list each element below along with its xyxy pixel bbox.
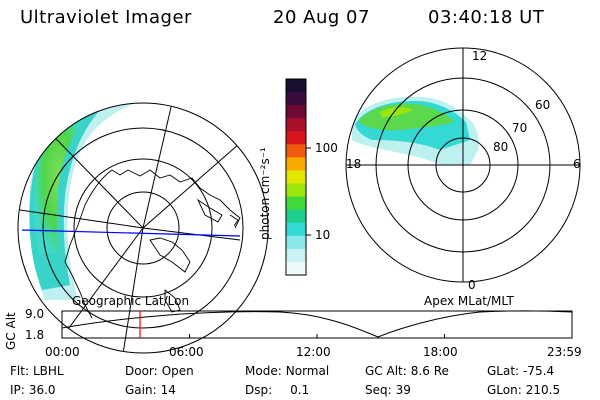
timeline-xtick-1800: 18:00 xyxy=(423,345,458,359)
mlt-label-18: 18 xyxy=(346,157,362,171)
gain-value: 14 xyxy=(160,383,176,397)
info-seq: Seq: 39 xyxy=(365,383,411,397)
timeline-ytick-top: 9.0 xyxy=(25,307,45,321)
timeline-xtick-0600: 06:00 xyxy=(169,345,204,359)
colorbar-swatch xyxy=(286,222,306,237)
colorbar-frame xyxy=(285,78,307,276)
colorbar-swatch xyxy=(286,92,306,106)
gc-alt-value: 8.6 Re xyxy=(410,364,449,378)
image-time: 03:40:18 UT xyxy=(428,7,545,28)
mlt-label-0: 0 xyxy=(468,278,476,292)
mlt-label-6: 6 xyxy=(573,157,581,171)
colorbar xyxy=(285,78,311,276)
mlat-label-80: 80 xyxy=(493,140,509,154)
ip-value: 36.0 xyxy=(28,383,56,397)
filter-value: LBHL xyxy=(32,364,64,378)
geographic-map xyxy=(17,102,269,354)
timeline-xtick-2359: 23:59 xyxy=(547,345,582,359)
mlat-label-60: 60 xyxy=(535,98,551,112)
info-dsp: Dsp: 0.1 xyxy=(245,383,310,397)
glat-value: -75.4 xyxy=(523,364,555,378)
colorbar-swatch xyxy=(286,105,306,119)
mlat-label-70: 70 xyxy=(512,121,528,135)
info-gain: Gain: 14 xyxy=(125,383,176,397)
colorbar-swatch xyxy=(286,196,306,211)
orbit-timeline xyxy=(61,310,573,339)
info-mode: Mode: Normal xyxy=(245,364,330,378)
mlt-label-12: 12 xyxy=(472,49,488,63)
timeline-ytick-bottom: 1.8 xyxy=(25,328,45,342)
colorbar-swatch xyxy=(286,144,306,158)
info-gc-alt: GC Alt: 8.6 Re xyxy=(365,364,449,378)
colorbar-swatch xyxy=(286,131,306,145)
left-panel-caption: Geographic Lat/Lon xyxy=(72,294,190,308)
colorbar-tick-100: 100 xyxy=(315,141,338,155)
image-date: 20 Aug 07 xyxy=(273,7,370,28)
info-ip: IP: 36.0 xyxy=(10,383,56,397)
seq-value: 39 xyxy=(395,383,411,397)
colorbar-swatch xyxy=(286,261,306,276)
satellite-track-line xyxy=(21,229,241,237)
right-grid xyxy=(345,47,581,283)
instrument-title: Ultraviolet Imager xyxy=(20,7,192,28)
colorbar-swatch xyxy=(286,235,306,250)
colorbar-swatch xyxy=(286,183,306,198)
colorbar-swatch xyxy=(286,170,306,185)
info-filter: Flt: LBHL xyxy=(10,364,64,378)
left-grid xyxy=(17,102,269,354)
colorbar-swatch xyxy=(286,157,306,171)
timeline-xtick-1200: 12:00 xyxy=(296,345,331,359)
colorbar-swatch xyxy=(286,118,306,132)
timeline-frame xyxy=(61,310,573,339)
colorbar-unit-label: photon cm⁻²s⁻¹ xyxy=(258,147,272,240)
info-glon: GLon: 210.5 xyxy=(487,383,561,397)
timeline-ylabel: GC Alt xyxy=(4,312,18,350)
glon-value: 210.5 xyxy=(525,383,561,397)
right-aurora-emission xyxy=(352,96,479,165)
info-door: Door: Open xyxy=(125,364,194,378)
colorbar-swatch xyxy=(286,209,306,224)
orbit-altitude-curve xyxy=(61,310,573,338)
magnetic-polar-plot xyxy=(345,47,581,283)
timeline-xtick-0000: 00:00 xyxy=(45,345,80,359)
dsp-value: 0.1 xyxy=(290,383,310,397)
door-value: Open xyxy=(161,364,194,378)
info-glat: GLat: -75.4 xyxy=(487,364,555,378)
colorbar-tick-10: 10 xyxy=(315,228,331,242)
colorbar-swatch xyxy=(286,79,306,93)
right-panel-caption: Apex MLat/MLT xyxy=(424,294,514,308)
colorbar-swatch xyxy=(286,248,306,263)
timeline-ticks xyxy=(61,334,573,338)
mode-value: Normal xyxy=(285,364,330,378)
